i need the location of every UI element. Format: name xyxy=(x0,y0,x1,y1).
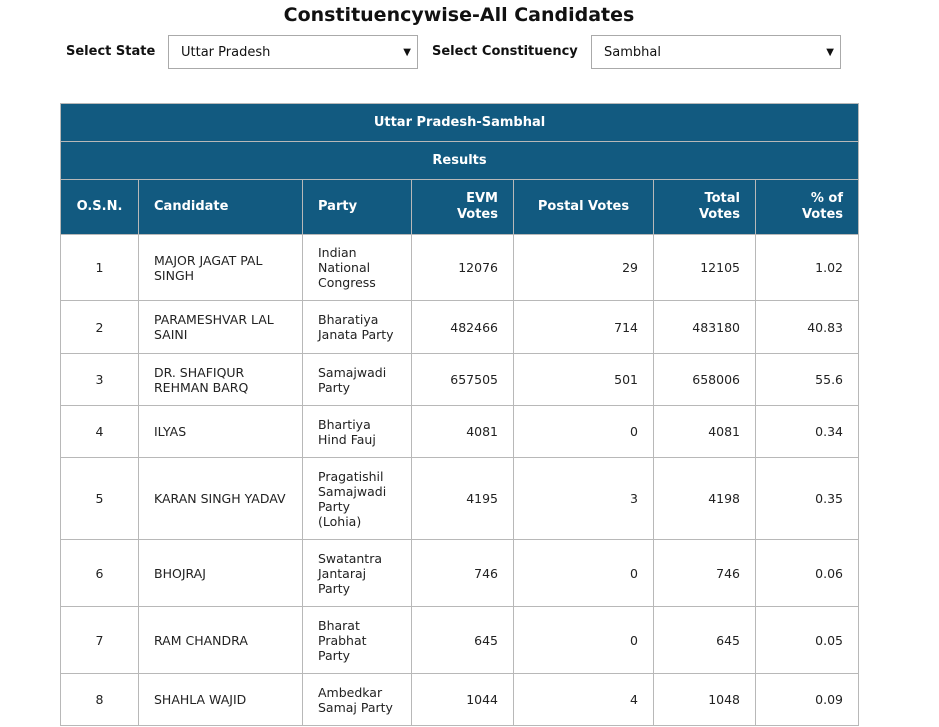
cell-candidate: PARAMESHVAR LAL SAINI xyxy=(138,300,303,354)
cell-postal-votes: 501 xyxy=(513,353,654,406)
cell-evm-votes: 657505 xyxy=(411,353,514,406)
constituency-label: Select Constituency xyxy=(432,44,578,59)
cell-candidate: ILYAS xyxy=(138,405,303,458)
cell-percent-votes: 0.06 xyxy=(754,539,860,607)
cell-postal-votes: 3 xyxy=(513,457,654,540)
cell-osn: 1 xyxy=(60,234,139,301)
cell-postal-votes: 4 xyxy=(513,673,654,726)
cell-percent-votes: 0.34 xyxy=(754,405,860,458)
cell-evm-votes: 12076 xyxy=(411,234,514,301)
table-row: 1 MAJOR JAGAT PAL SINGH Indian National … xyxy=(60,234,860,301)
table-row: 6 BHOJRAJ Swatantra Jantaraj Party 746 0… xyxy=(60,539,860,607)
cell-osn: 7 xyxy=(60,606,139,674)
cell-postal-votes: 0 xyxy=(513,405,654,458)
col-header-percent-votes: % of Votes xyxy=(754,179,860,235)
cell-total-votes: 645 xyxy=(653,606,756,674)
state-label: Select State xyxy=(66,44,156,59)
cell-total-votes: 483180 xyxy=(653,300,756,354)
cell-percent-votes: 40.83 xyxy=(754,300,860,354)
cell-total-votes: 4081 xyxy=(653,405,756,458)
cell-candidate: BHOJRAJ xyxy=(138,539,303,607)
table-row: 3 DR. SHAFIQUR REHMAN BARQ Samajwadi Par… xyxy=(60,353,860,406)
table-row: 7 RAM CHANDRA Bharat Prabhat Party 645 0… xyxy=(60,606,860,674)
cell-party: Swatantra Jantaraj Party xyxy=(302,539,412,607)
state-select-value: Uttar Pradesh xyxy=(181,44,271,60)
table-row: 8 SHAHLA WAJID Ambedkar Samaj Party 1044… xyxy=(60,673,860,726)
cell-candidate: RAM CHANDRA xyxy=(138,606,303,674)
cell-party: Indian National Congress xyxy=(302,234,412,301)
caret-down-icon: ▼ xyxy=(826,47,834,58)
cell-total-votes: 12105 xyxy=(653,234,756,301)
cell-osn: 5 xyxy=(60,457,139,540)
cell-evm-votes: 482466 xyxy=(411,300,514,354)
cell-percent-votes: 1.02 xyxy=(754,234,860,301)
cell-percent-votes: 0.09 xyxy=(754,673,860,726)
col-header-total-votes: Total Votes xyxy=(653,179,756,235)
cell-party: Samajwadi Party xyxy=(302,353,412,406)
cell-party: Pragatishil Samajwadi Party (Lohia) xyxy=(302,457,412,540)
cell-candidate: KARAN SINGH YADAV xyxy=(138,457,303,540)
cell-osn: 4 xyxy=(60,405,139,458)
cell-osn: 8 xyxy=(60,673,139,726)
col-header-osn: O.S.N. xyxy=(60,179,139,235)
results-table: Uttar Pradesh-Sambhal Results O.S.N. Can… xyxy=(59,103,860,726)
cell-postal-votes: 29 xyxy=(513,234,654,301)
cell-party: Bharatiya Janata Party xyxy=(302,300,412,354)
cell-osn: 6 xyxy=(60,539,139,607)
cell-postal-votes: 0 xyxy=(513,606,654,674)
cell-osn: 3 xyxy=(60,353,139,406)
col-header-candidate: Candidate xyxy=(138,179,303,235)
table-heading: Uttar Pradesh-Sambhal xyxy=(59,103,860,142)
cell-total-votes: 4198 xyxy=(653,457,756,540)
cell-party: Bharat Prabhat Party xyxy=(302,606,412,674)
table-row: 2 PARAMESHVAR LAL SAINI Bharatiya Janata… xyxy=(60,300,860,354)
cell-evm-votes: 1044 xyxy=(411,673,514,726)
cell-percent-votes: 0.05 xyxy=(754,606,860,674)
cell-percent-votes: 55.6 xyxy=(754,353,860,406)
cell-party: Bhartiya Hind Fauj xyxy=(302,405,412,458)
constituency-select-value: Sambhal xyxy=(604,44,661,60)
cell-candidate: DR. SHAFIQUR REHMAN BARQ xyxy=(138,353,303,406)
page-title: Constituencywise-All Candidates xyxy=(283,4,635,26)
table-subheading: Results xyxy=(59,141,860,180)
col-header-evm-votes: EVM Votes xyxy=(411,179,514,235)
cell-total-votes: 746 xyxy=(653,539,756,607)
state-select[interactable]: Uttar Pradesh ▼ xyxy=(168,35,418,69)
col-header-postal-votes: Postal Votes xyxy=(513,179,654,235)
cell-postal-votes: 714 xyxy=(513,300,654,354)
cell-evm-votes: 645 xyxy=(411,606,514,674)
cell-total-votes: 658006 xyxy=(653,353,756,406)
cell-evm-votes: 4081 xyxy=(411,405,514,458)
cell-candidate: SHAHLA WAJID xyxy=(138,673,303,726)
table-row: 5 KARAN SINGH YADAV Pragatishil Samajwad… xyxy=(60,457,860,540)
cell-percent-votes: 0.35 xyxy=(754,457,860,540)
cell-postal-votes: 0 xyxy=(513,539,654,607)
table-row: 4 ILYAS Bhartiya Hind Fauj 4081 0 4081 0… xyxy=(60,405,860,458)
cell-evm-votes: 746 xyxy=(411,539,514,607)
cell-total-votes: 1048 xyxy=(653,673,756,726)
cell-evm-votes: 4195 xyxy=(411,457,514,540)
caret-down-icon: ▼ xyxy=(403,47,411,58)
col-header-party: Party xyxy=(302,179,412,235)
cell-osn: 2 xyxy=(60,300,139,354)
cell-candidate: MAJOR JAGAT PAL SINGH xyxy=(138,234,303,301)
cell-party: Ambedkar Samaj Party xyxy=(302,673,412,726)
constituency-select[interactable]: Sambhal ▼ xyxy=(591,35,841,69)
